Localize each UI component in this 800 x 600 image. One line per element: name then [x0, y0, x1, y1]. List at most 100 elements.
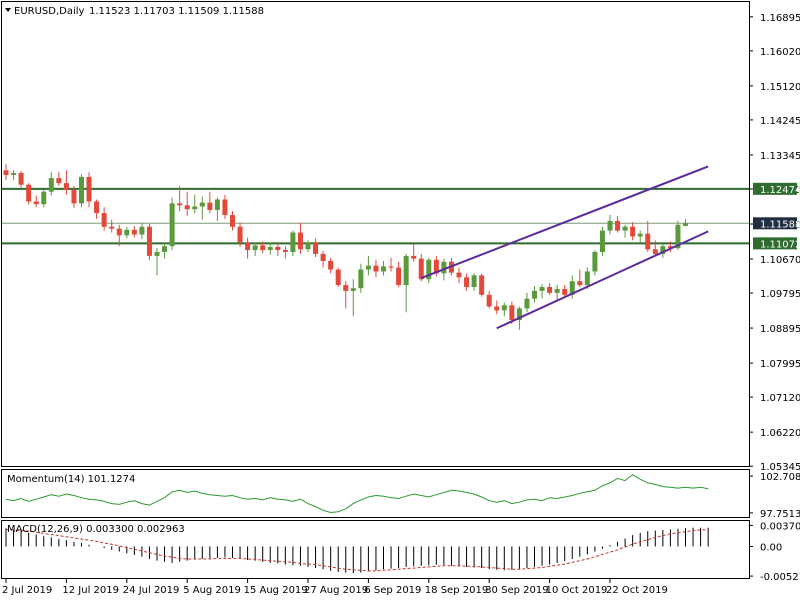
time-tick-label: 6 Sep 2019 [364, 585, 421, 596]
macd-title: MACD(12,26,9) 0.003300 0.002963 [7, 524, 185, 535]
bearish-candle [18, 173, 24, 185]
bullish-candle [199, 202, 205, 207]
bullish-candle [607, 220, 613, 231]
bearish-candle [411, 255, 417, 259]
bearish-candle [320, 253, 326, 261]
bearish-candle [388, 266, 394, 268]
price-tick-label: 1.14245 [760, 116, 800, 127]
price-tick-label: 1.16020 [760, 47, 800, 58]
time-tick-label: 18 Sep 2019 [425, 585, 488, 596]
time-tick-label: 2 Jul 2019 [2, 585, 52, 596]
bearish-candle [343, 285, 349, 291]
bearish-candle [3, 170, 9, 175]
price-pane[interactable]: 1.16895 1.16020 1.15120 1.14245 1.13345 1.124… [2, 13, 800, 473]
channel-lower-line [496, 230, 709, 330]
macd-tick-label: 0.003705 [760, 521, 800, 532]
support-level-label-bg [753, 237, 797, 250]
bearish-candle [63, 183, 69, 190]
bearish-candle [33, 201, 39, 205]
bearish-candle [509, 305, 515, 321]
bullish-candle [79, 176, 84, 204]
macd-pane[interactable]: 0.003705 0.00 -0.005212 [5, 521, 800, 583]
time-tick-label: 24 Jul 2019 [123, 585, 180, 596]
bearish-candle [630, 226, 636, 237]
bearish-candle [479, 275, 485, 295]
bullish-candle [365, 265, 371, 270]
bullish-candle [622, 226, 628, 231]
symbol-dropdown-icon[interactable] [5, 8, 11, 12]
bearish-candle [456, 272, 462, 278]
price-tick-label: 1.07120 [760, 393, 800, 404]
bullish-candle [139, 226, 145, 235]
bearish-candle [652, 249, 658, 254]
bullish-candle [441, 261, 447, 274]
bullish-candle [124, 229, 130, 236]
bullish-candle [403, 255, 409, 286]
bearish-candle [177, 203, 183, 206]
bearish-candle [275, 246, 281, 251]
bullish-candle [214, 199, 220, 210]
bearish-candle [433, 259, 439, 274]
bullish-candle [381, 266, 386, 272]
bearish-candle [335, 269, 341, 286]
time-tick-label: 15 Aug 2019 [244, 585, 308, 596]
bullish-candle [592, 252, 598, 272]
bullish-candle [162, 246, 168, 253]
bearish-candle [109, 226, 115, 229]
bullish-candle [539, 287, 545, 291]
time-tick-label: 10 Oct 2019 [546, 585, 608, 596]
time-tick-label: 22 Oct 2019 [606, 585, 668, 596]
bullish-candle [267, 246, 273, 251]
momentum-pane-frame [1, 469, 750, 518]
time-tick-label: 5 Aug 2019 [183, 585, 241, 596]
bullish-candle [41, 191, 47, 205]
bearish-candle [328, 260, 334, 270]
bearish-candle [486, 294, 492, 307]
bearish-candle [245, 242, 251, 251]
bullish-candle [426, 259, 432, 280]
bearish-candle [26, 184, 32, 202]
bearish-candle [116, 228, 122, 236]
bearish-candle [667, 246, 673, 249]
bullish-candle [11, 173, 17, 175]
macd-tick-label: -0.005212 [760, 572, 800, 583]
bullish-candle [154, 252, 160, 256]
bullish-candle [683, 223, 688, 226]
bearish-candle [207, 202, 213, 210]
price-tick-label: 1.10670 [760, 255, 800, 266]
resistance-level-label-bg [753, 182, 797, 195]
bearish-candle [71, 189, 77, 204]
bullish-candle [660, 246, 666, 254]
momentum-tick-label: 97.7513 [760, 509, 800, 520]
momentum-title: Momentum(14) 101.1274 [7, 474, 135, 485]
bullish-candle [599, 230, 605, 253]
bearish-candle [313, 242, 319, 254]
bearish-candle [418, 258, 424, 280]
bearish-candle [260, 245, 266, 251]
bullish-candle [532, 290, 537, 299]
bullish-candle [569, 281, 575, 295]
bullish-candle [675, 224, 681, 249]
resistance-level-label: 1.12474 [760, 185, 800, 196]
bearish-candle [101, 213, 107, 227]
price-tick-label: 1.05345 [760, 462, 800, 473]
bearish-candle [562, 288, 568, 295]
bullish-candle [584, 271, 590, 286]
bearish-candle [184, 205, 190, 210]
momentum-pane[interactable]: 102.7085 97.7513 [5, 472, 800, 520]
macd-tick-label: 0.00 [760, 542, 782, 553]
price-tick-label: 1.09795 [760, 289, 800, 300]
momentum-line [5, 474, 709, 514]
bullish-candle [358, 269, 364, 289]
bullish-candle [169, 203, 175, 247]
time-tick-label: 12 Jul 2019 [62, 585, 119, 596]
bearish-candle [56, 178, 62, 184]
bearish-candle [396, 267, 402, 286]
bearish-candle [373, 265, 379, 272]
symbol-label: EURUSD,Daily [14, 6, 85, 17]
current-price-label: 1.11588 [760, 219, 800, 230]
bearish-candle [86, 176, 92, 202]
bullish-candle [305, 242, 311, 250]
bullish-candle [350, 288, 356, 291]
